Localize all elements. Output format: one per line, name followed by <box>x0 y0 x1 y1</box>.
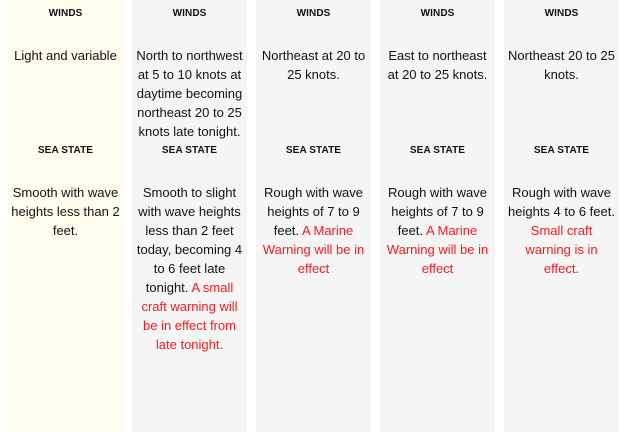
sea-state-description: Rough with wave heights of 7 to 9 feet. <box>264 185 363 238</box>
sea-state-section: SEA STATE Rough with wave heights of 7 t… <box>256 145 371 278</box>
sea-state-text: Rough with wave heights of 7 to 9 feet. … <box>383 183 492 278</box>
winds-section: WINDS Northeast at 20 to 25 knots. <box>256 8 371 145</box>
sea-state-text: Smooth to slight with wave heights less … <box>135 183 244 354</box>
sea-state-heading: SEA STATE <box>37 145 94 156</box>
sea-state-section: SEA STATE Rough with wave heights 4 to 6… <box>504 145 619 278</box>
sea-state-section: SEA STATE Smooth to slight with wave hei… <box>132 145 247 354</box>
winds-section: WINDS Light and variable <box>8 8 123 145</box>
winds-heading: WINDS <box>172 8 207 19</box>
sea-state-description: Smooth to slight with wave heights less … <box>136 185 243 295</box>
winds-text: Northeast 20 to 25 knots. <box>508 48 615 82</box>
winds-text: Light and variable <box>14 48 117 63</box>
warning-text: A small craft warning will be in effect … <box>141 280 238 352</box>
winds-text: East to northeast at 20 to 25 knots. <box>387 48 488 82</box>
sea-state-heading: SEA STATE <box>533 145 590 156</box>
forecast-column: WINDS Northeast 20 to 25 knots. SEA STAT… <box>504 0 619 432</box>
forecast-column: WINDS Light and variable SEA STATE Smoot… <box>8 0 123 432</box>
sea-state-heading: SEA STATE <box>285 145 342 156</box>
winds-heading: WINDS <box>420 8 455 19</box>
winds-text: Northeast at 20 to 25 knots. <box>261 48 366 82</box>
forecast-column: WINDS Northeast at 20 to 25 knots. SEA S… <box>256 0 371 432</box>
sea-state-section: SEA STATE Smooth with wave heights less … <box>8 145 123 240</box>
winds-section: WINDS Northeast 20 to 25 knots. <box>504 8 619 145</box>
sea-state-description: Rough with wave heights 4 to 6 feet. <box>508 185 615 219</box>
winds-section: WINDS East to northeast at 20 to 25 knot… <box>380 8 495 145</box>
sea-state-heading: SEA STATE <box>409 145 466 156</box>
forecast-column: WINDS North to northwest at 5 to 10 knot… <box>132 0 247 432</box>
warning-text: A Marine Warning will be in effect <box>262 223 365 276</box>
sea-state-text: Rough with wave heights of 7 to 9 feet. … <box>259 183 368 278</box>
sea-state-text: Smooth with wave heights less than 2 fee… <box>11 183 120 240</box>
sea-state-description: Smooth with wave heights less than 2 fee… <box>11 185 120 238</box>
sea-state-heading: SEA STATE <box>161 145 218 156</box>
winds-section: WINDS North to northwest at 5 to 10 knot… <box>132 8 247 145</box>
winds-heading: WINDS <box>48 8 83 19</box>
warning-text: Small craft warning is in effect. <box>525 223 598 276</box>
forecast-column: WINDS East to northeast at 20 to 25 knot… <box>380 0 495 432</box>
sea-state-text: Rough with wave heights 4 to 6 feet. Sma… <box>507 183 616 278</box>
winds-heading: WINDS <box>544 8 579 19</box>
winds-text: North to northwest at 5 to 10 knots at d… <box>136 48 243 139</box>
sea-state-description: Rough with wave heights of 7 to 9 feet. <box>388 185 487 238</box>
winds-heading: WINDS <box>296 8 331 19</box>
warning-text: A Marine Warning will be in effect <box>386 223 489 276</box>
sea-state-section: SEA STATE Rough with wave heights of 7 t… <box>380 145 495 278</box>
